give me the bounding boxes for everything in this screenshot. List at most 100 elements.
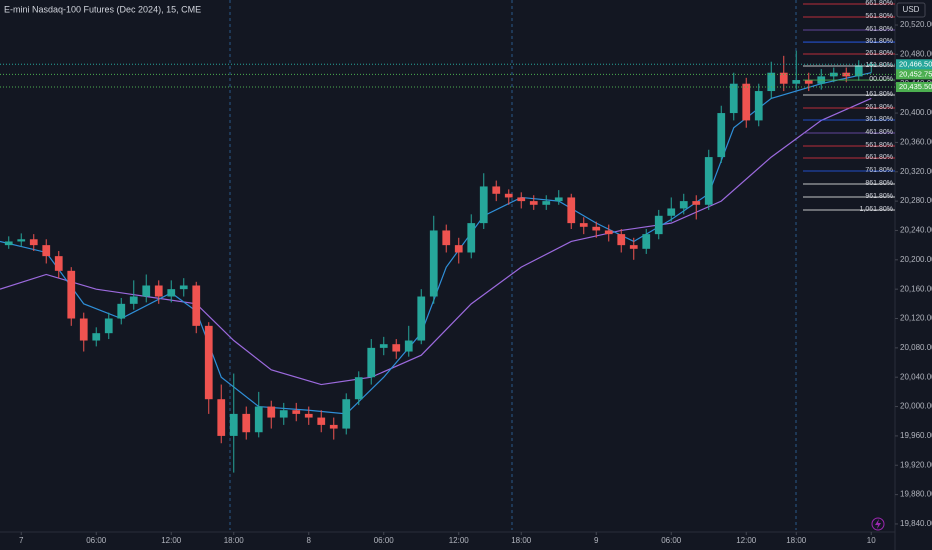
candle-body xyxy=(154,285,163,297)
fib-label: 861.80% xyxy=(865,180,893,187)
x-tick-label: 7 xyxy=(19,536,24,545)
currency-button[interactable] xyxy=(896,2,926,18)
candle-body xyxy=(179,285,188,290)
y-tick-label: 19,920.00 xyxy=(900,460,932,469)
x-tick-label: 9 xyxy=(594,536,599,545)
price-label: 20,466.50 xyxy=(899,59,932,68)
y-tick-label: 20,000.00 xyxy=(900,402,932,411)
y-tick-label: 20,320.00 xyxy=(900,167,932,176)
alert-icon[interactable] xyxy=(871,517,885,531)
candle-body xyxy=(67,270,76,319)
candle-body xyxy=(667,208,676,216)
y-tick-label: 20,360.00 xyxy=(900,138,932,147)
candle-body xyxy=(342,399,351,429)
candle-body xyxy=(592,226,601,231)
y-tick-label: 20,520.00 xyxy=(900,20,932,29)
candle-body xyxy=(329,424,338,429)
candle-body xyxy=(267,406,276,418)
candle-body xyxy=(129,296,138,304)
candle-body xyxy=(229,413,238,436)
fib-label: 661.80% xyxy=(865,154,893,161)
candle-body xyxy=(517,197,526,202)
fib-label: 161.80% xyxy=(865,62,893,69)
candle-body xyxy=(204,325,213,400)
candle-body xyxy=(29,239,38,246)
fib-label: 761.80% xyxy=(865,167,893,174)
y-tick-label: 19,840.00 xyxy=(900,519,932,528)
candle-body xyxy=(854,65,863,77)
candle-body xyxy=(192,285,201,326)
y-tick-label: 20,120.00 xyxy=(900,314,932,323)
candle-body xyxy=(604,230,613,235)
currency[interactable]: USD xyxy=(903,5,920,14)
candle-body xyxy=(279,410,288,418)
price-label: 20,452.75 xyxy=(899,69,932,78)
fib-label: 361.80% xyxy=(865,38,893,45)
y-tick-label: 20,280.00 xyxy=(900,196,932,205)
candle-body xyxy=(354,377,363,400)
chart-title: E-mini Nasdaq-100 Futures (Dec 2024), 15… xyxy=(4,4,201,14)
candle-body xyxy=(17,239,26,242)
x-tick-label: 12:00 xyxy=(449,536,470,545)
x-tick-label: 18:00 xyxy=(224,536,245,545)
candle-body xyxy=(217,399,226,436)
candle-body xyxy=(492,186,501,194)
price-label: 20,435.50 xyxy=(899,82,932,91)
y-tick-label: 20,040.00 xyxy=(900,372,932,381)
candle-body xyxy=(767,72,776,92)
candle-body xyxy=(804,80,813,84)
fib-label: 00.00% xyxy=(869,76,893,83)
y-tick-label: 20,160.00 xyxy=(900,284,932,293)
candle-body xyxy=(692,201,701,205)
candle-body xyxy=(617,234,626,246)
candle-body xyxy=(429,230,438,297)
candle-body xyxy=(292,410,301,414)
candle-body xyxy=(829,72,838,77)
price-box xyxy=(896,82,932,93)
y-tick-label: 19,960.00 xyxy=(900,431,932,440)
candle-body xyxy=(42,245,51,257)
candle-body xyxy=(642,234,651,249)
y-tick-label: 20,080.00 xyxy=(900,343,932,352)
candle-body xyxy=(529,201,538,205)
fib-label: 461.80% xyxy=(865,129,893,136)
y-tick-label: 20,200.00 xyxy=(900,255,932,264)
x-tick-label: 06:00 xyxy=(86,536,107,545)
candle-body xyxy=(679,201,688,209)
candle-body xyxy=(579,223,588,227)
x-tick-label: 12:00 xyxy=(736,536,757,545)
x-tick-label: 8 xyxy=(307,536,312,545)
candle-body xyxy=(454,245,463,253)
candle-body xyxy=(754,91,763,121)
x-tick-label: 18:00 xyxy=(786,536,807,545)
candle-body xyxy=(867,64,876,66)
candle-body xyxy=(392,344,401,352)
candle-body xyxy=(254,406,263,433)
fib-label: 561.80% xyxy=(865,142,893,149)
y-tick-label: 20,240.00 xyxy=(900,226,932,235)
candle-body xyxy=(54,256,63,271)
candle-body xyxy=(442,230,451,246)
x-tick-label: 12:00 xyxy=(161,536,182,545)
fib-label: 961.80% xyxy=(865,193,893,200)
candle-body xyxy=(629,245,638,249)
candle-body xyxy=(304,413,313,418)
candle-body xyxy=(404,340,413,352)
candle-body xyxy=(554,197,563,202)
candle-body xyxy=(417,296,426,341)
candle-body xyxy=(467,223,476,253)
candle-body xyxy=(729,83,738,114)
fib-label: 561.80% xyxy=(865,13,893,20)
candle-body xyxy=(742,83,751,121)
fib-label: 161.80% xyxy=(865,91,893,98)
candle-body xyxy=(92,333,101,341)
fib-label: 261.80% xyxy=(865,50,893,57)
candle-body xyxy=(654,215,663,235)
candle-body xyxy=(367,347,376,378)
candle-body xyxy=(542,201,551,205)
candle-body xyxy=(117,303,126,319)
y-tick-label: 20,400.00 xyxy=(900,108,932,117)
